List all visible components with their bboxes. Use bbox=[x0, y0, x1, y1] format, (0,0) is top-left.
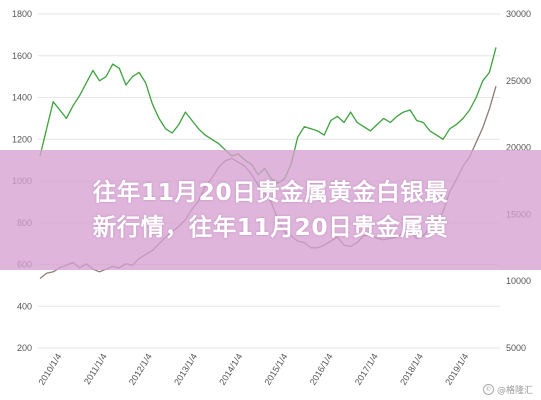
x-tick-label: 2019/1/4 bbox=[443, 352, 470, 387]
y-left-tick-label: 1600 bbox=[12, 51, 32, 61]
x-tick-label: 2012/1/4 bbox=[127, 352, 154, 387]
y-left-tick-label: 1800 bbox=[12, 9, 32, 19]
y-left-tick-label: 200 bbox=[17, 343, 32, 353]
y-right-tick-label: 20000 bbox=[506, 143, 531, 153]
y-right-tick-label: 5000 bbox=[506, 343, 526, 353]
x-tick-label: 2010/1/4 bbox=[36, 352, 63, 387]
x-tick-label: 2017/1/4 bbox=[353, 352, 380, 387]
watermark-text: @格隆汇 bbox=[496, 386, 533, 396]
x-tick-label: 2018/1/4 bbox=[398, 352, 425, 387]
y-left-tick-label: 1400 bbox=[12, 93, 32, 103]
y-left-tick-label: 1200 bbox=[12, 134, 32, 144]
x-tick-label: 2014/1/4 bbox=[217, 352, 244, 387]
x-tick-label: 2013/1/4 bbox=[172, 352, 199, 387]
x-tick-label: 2015/1/4 bbox=[262, 352, 289, 387]
x-tick-label: 2011/1/4 bbox=[82, 352, 109, 386]
y-right-tick-label: 25000 bbox=[506, 76, 531, 86]
title-banner: 往年11月20日贵金属黄金白银最 新行情，往年11月20日贵金属黄 bbox=[0, 150, 541, 270]
y-right-tick-label: 30000 bbox=[506, 9, 531, 19]
banner-line-2: 新行情，往年11月20日贵金属黄 bbox=[92, 213, 449, 241]
watermark: © @格隆汇 bbox=[482, 383, 533, 396]
y-left-tick-label: 400 bbox=[17, 301, 32, 311]
x-tick-label: 2016/1/4 bbox=[308, 352, 335, 387]
banner-line-1: 往年11月20日贵金属黄金白银最 bbox=[92, 178, 449, 206]
copyright-circle-icon: © bbox=[482, 384, 494, 395]
y-right-tick-label: 10000 bbox=[506, 276, 531, 286]
